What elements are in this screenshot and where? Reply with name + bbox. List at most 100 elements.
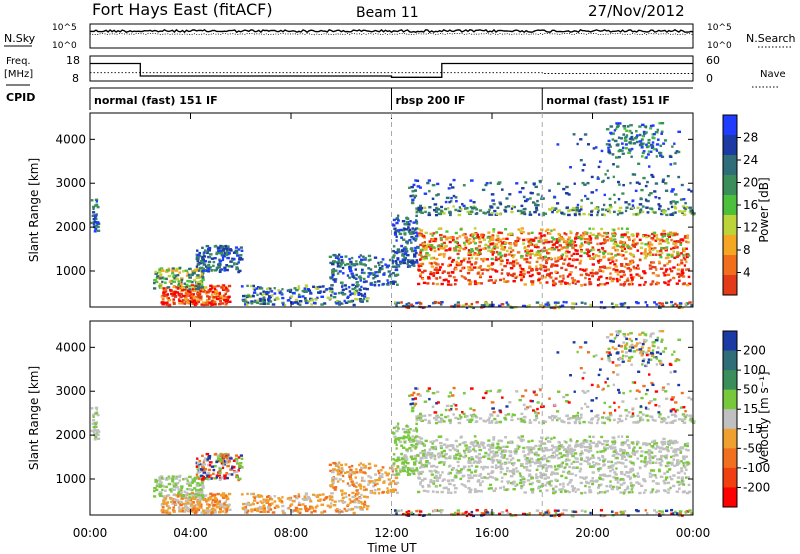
power-cell	[298, 300, 303, 303]
velocity-cell	[394, 476, 399, 480]
velocity-cell	[188, 484, 192, 487]
power-cell	[163, 277, 166, 280]
velocity-cell	[588, 446, 592, 449]
power-cell	[181, 294, 186, 298]
power-cell	[629, 124, 633, 127]
velocity-cell	[578, 470, 582, 473]
power-cell	[467, 304, 471, 308]
velocity-cell	[488, 475, 492, 479]
velocity-cell	[376, 478, 379, 482]
velocity-cell	[296, 510, 300, 513]
power-cell	[632, 255, 636, 258]
power-cell	[427, 245, 431, 248]
power-cell	[519, 256, 524, 259]
power-cell	[554, 277, 558, 280]
power-cell	[428, 206, 432, 209]
power-cell	[94, 214, 98, 218]
power-cell	[671, 200, 676, 203]
velocity-cell	[203, 494, 206, 498]
velocity-cell	[611, 485, 615, 489]
power-cell	[396, 249, 400, 252]
power-cell	[613, 245, 616, 249]
velocity-cell	[396, 491, 399, 494]
power-cell	[636, 249, 640, 252]
velocity-cell	[579, 462, 583, 466]
power-cell	[644, 301, 647, 304]
velocity-cell	[378, 474, 382, 478]
power-cell	[690, 190, 693, 193]
velocity-cell	[191, 493, 195, 497]
power-cell	[605, 143, 609, 146]
power-cell	[314, 298, 318, 301]
velocity-cell	[339, 471, 343, 474]
power-cell	[612, 132, 615, 135]
velocity-cell	[409, 440, 413, 443]
velocity-cell	[362, 488, 366, 492]
power-cell	[635, 235, 639, 238]
power-cell	[569, 230, 572, 233]
velocity-cell	[557, 514, 561, 518]
power-cell	[648, 253, 652, 257]
power-cell	[516, 209, 520, 213]
velocity-cell	[359, 484, 363, 488]
power-cell	[498, 304, 501, 308]
velocity-cell	[175, 494, 178, 497]
velocity-cell	[395, 472, 399, 476]
power-cell	[198, 261, 202, 265]
power-cell	[552, 264, 556, 267]
velocity-cell	[227, 453, 230, 456]
power-cell	[479, 274, 482, 277]
velocity-cell	[338, 461, 341, 464]
power-cell	[664, 281, 667, 285]
power-cell	[338, 270, 342, 273]
velocity-cell	[226, 506, 229, 510]
power-cell	[508, 253, 511, 256]
power-cell	[460, 260, 463, 263]
power-cell	[450, 186, 455, 189]
velocity-cell	[190, 503, 194, 506]
power-cell	[162, 294, 166, 297]
velocity-cell	[628, 460, 632, 463]
power-cell	[679, 243, 683, 246]
velocity-cell	[560, 465, 564, 468]
power-cell	[528, 197, 532, 200]
power-cell	[162, 291, 166, 294]
power-cell	[435, 257, 439, 261]
velocity-cell	[385, 473, 390, 477]
power-cell	[207, 267, 211, 270]
freq-tick-18: 18	[66, 54, 80, 67]
power-cell	[627, 148, 632, 151]
velocity-cell	[614, 478, 618, 481]
power-cell	[542, 197, 545, 200]
power-cell	[663, 274, 667, 277]
velocity-cell	[163, 509, 168, 513]
power-cell	[583, 183, 587, 186]
velocity-cell	[688, 509, 692, 512]
power-colorbar-swatch	[723, 235, 737, 256]
power-cell	[594, 207, 598, 210]
velocity-cell	[555, 447, 560, 451]
velocity-cell	[683, 443, 687, 446]
power-cell	[613, 129, 617, 132]
velocity-cell	[351, 464, 354, 468]
power-cell	[205, 301, 208, 304]
velocity-cell	[210, 465, 215, 468]
power-cell	[164, 277, 168, 281]
velocity-cell	[219, 460, 223, 463]
power-cell	[518, 273, 523, 277]
power-cell	[95, 200, 98, 203]
power-cell	[679, 241, 683, 245]
power-cell	[513, 253, 516, 257]
power-cell	[411, 259, 415, 263]
velocity-cell	[557, 456, 561, 460]
power-cell	[632, 265, 635, 269]
power-cell	[658, 242, 662, 245]
velocity-cell	[462, 484, 466, 487]
power-cell	[378, 269, 382, 272]
velocity-cell	[481, 480, 484, 483]
power-cell	[237, 261, 240, 264]
power-cell	[401, 305, 405, 308]
power-cell	[608, 211, 612, 214]
power-cell	[623, 280, 627, 284]
freq-label-line1: Freq.	[6, 56, 31, 67]
